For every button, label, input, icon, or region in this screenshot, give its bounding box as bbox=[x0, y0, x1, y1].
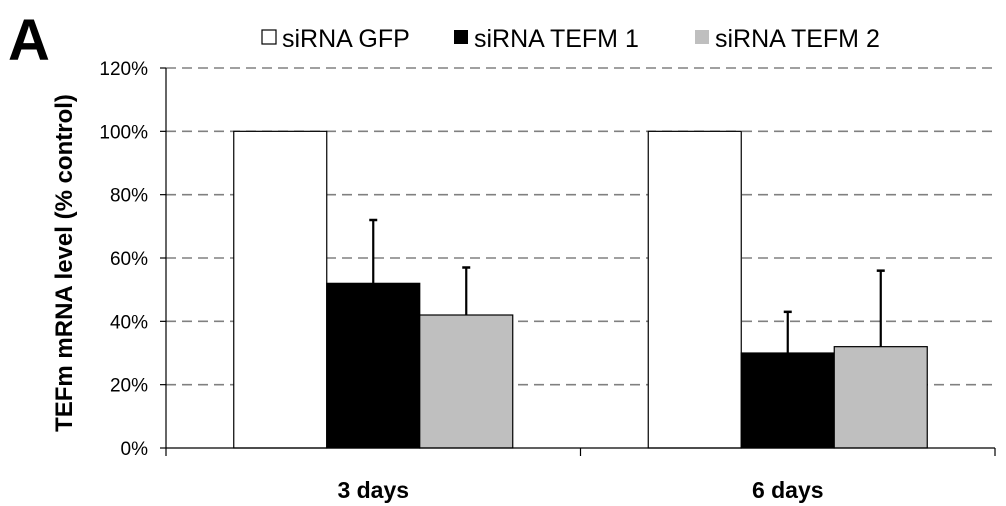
axes bbox=[160, 67, 996, 456]
legend-swatch bbox=[454, 30, 468, 44]
x-category-label: 6 days bbox=[752, 477, 824, 503]
y-tick-label: 100% bbox=[99, 122, 148, 143]
legend-swatch bbox=[261, 29, 277, 45]
x-category-label: 3 days bbox=[337, 477, 409, 503]
bar bbox=[419, 314, 514, 449]
x-category-labels: 3 days 6 days bbox=[337, 477, 823, 503]
bar bbox=[326, 282, 421, 449]
bar bbox=[833, 346, 928, 449]
legend: siRNA GFP siRNA TEFM 1 siRNA TEFM 2 bbox=[261, 25, 880, 53]
y-tick-label: 80% bbox=[110, 186, 148, 207]
error-bars bbox=[369, 218, 885, 353]
legend-label: siRNA GFP bbox=[282, 25, 410, 53]
y-tick-labels: 0% 20% 40% 60% 80% 100% 120% bbox=[99, 59, 148, 460]
y-tick-label: 60% bbox=[110, 249, 148, 270]
panel-label: A bbox=[8, 8, 50, 73]
bars bbox=[233, 130, 928, 449]
y-tick-label: 20% bbox=[110, 376, 148, 397]
y-tick-label: 0% bbox=[121, 439, 149, 460]
y-tick-label: 120% bbox=[99, 59, 148, 80]
y-axis-label: TEFm mRNA level (% control) bbox=[51, 94, 78, 432]
bar bbox=[740, 352, 835, 449]
legend-label: siRNA TEFM 2 bbox=[715, 25, 880, 53]
bar bbox=[647, 130, 742, 449]
bar bbox=[233, 130, 328, 449]
y-tick-label: 40% bbox=[110, 312, 148, 333]
legend-swatch bbox=[695, 30, 709, 44]
legend-label: siRNA TEFM 1 bbox=[474, 25, 639, 53]
